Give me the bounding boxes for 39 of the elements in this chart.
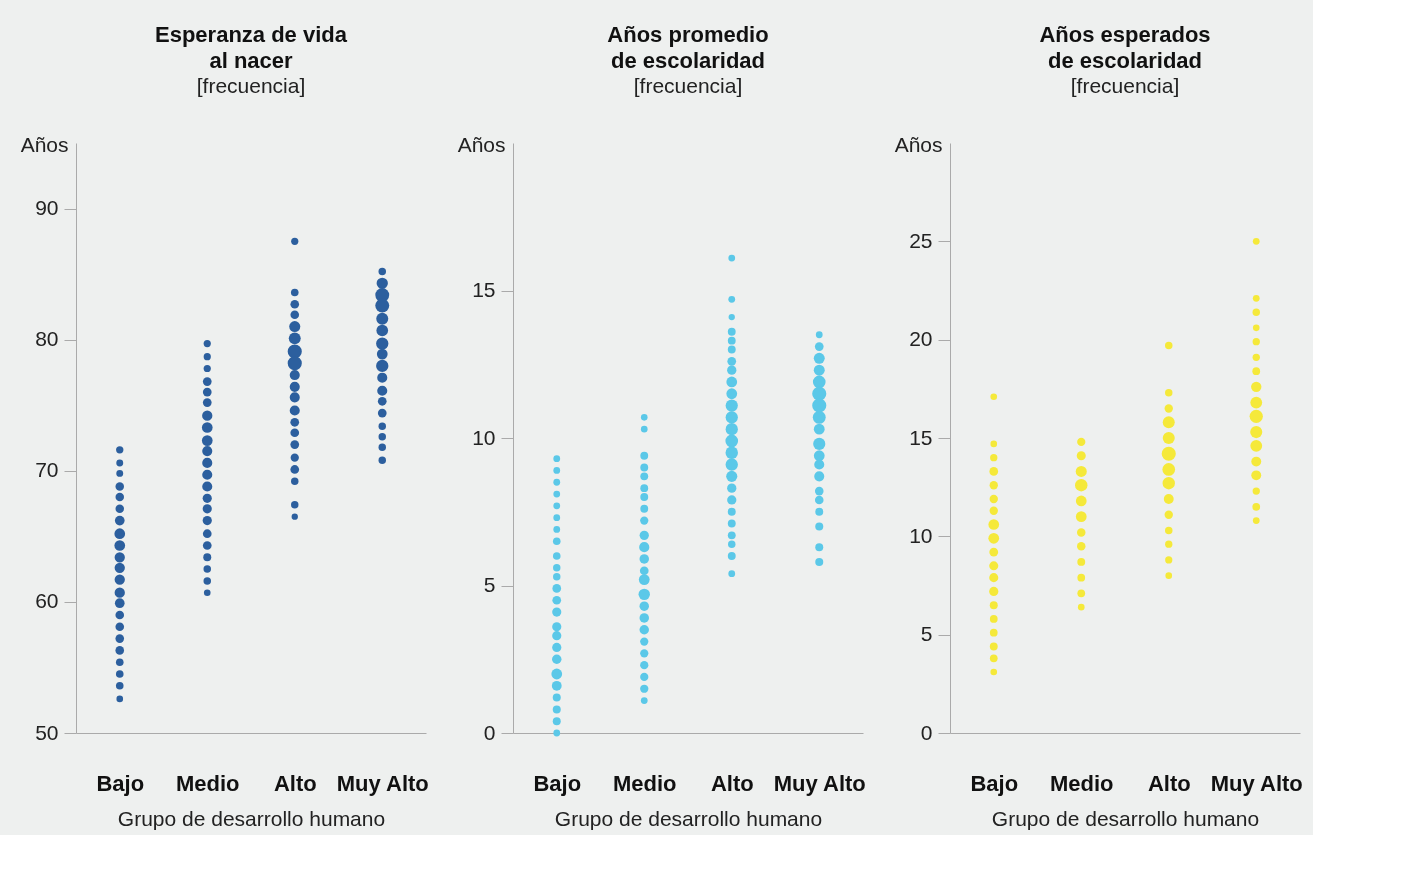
chart-title: Años promedio de escolaridad [607,22,769,73]
x-tick-label: Bajo [533,770,582,796]
y-tick-label: 90 [35,196,59,220]
y-tick-label: 0 [483,720,496,744]
y-tick-label: 10 [909,523,933,547]
x-tick-label: Alto [273,770,317,796]
y-tick-label: 15 [472,278,496,301]
x-tick-label: Muy Alto [773,770,866,796]
chart-subtitle: [frecuencia] [1070,74,1180,97]
y-tick-label: 10 [472,425,496,449]
y-tick-label: 25 [909,228,933,252]
y-tick-label: 50 [35,720,59,744]
x-tick-label: Bajo [970,770,1019,796]
y-tick-label: 70 [35,458,59,482]
y-tick-label: 80 [35,327,59,351]
x-axis-title: Grupo de desarrollo humano [117,806,386,830]
x-tick-label: Alto [1147,770,1191,796]
chart-title: Esperanza de vida al nacer [155,22,348,73]
y-axis-title: Años [457,132,506,156]
chart-subtitle: [frecuencia] [196,74,306,97]
x-tick-label: Muy Alto [336,770,429,796]
y-tick-label: 60 [35,589,59,613]
x-tick-label: Bajo [96,770,145,796]
x-axis-title: Grupo de desarrollo humano [991,806,1260,830]
x-tick-label: Alto [710,770,754,796]
x-tick-label: Medio [1049,770,1114,796]
y-axis-title: Años [894,132,943,156]
y-tick-label: 20 [909,327,933,351]
y-tick-label: 15 [909,425,933,449]
y-tick-label: 5 [483,573,496,596]
chart-title: Años esperados de escolaridad [1039,22,1211,73]
chart-subtitle: [frecuencia] [633,74,743,97]
y-tick-label: 5 [920,622,933,646]
y-axis-title: Años [20,132,69,156]
y-tick-label: 0 [920,720,933,744]
x-tick-label: Muy Alto [1210,770,1303,796]
x-axis-title: Grupo de desarrollo humano [554,806,823,830]
x-tick-label: Medio [612,770,677,796]
x-tick-label: Medio [175,770,240,796]
